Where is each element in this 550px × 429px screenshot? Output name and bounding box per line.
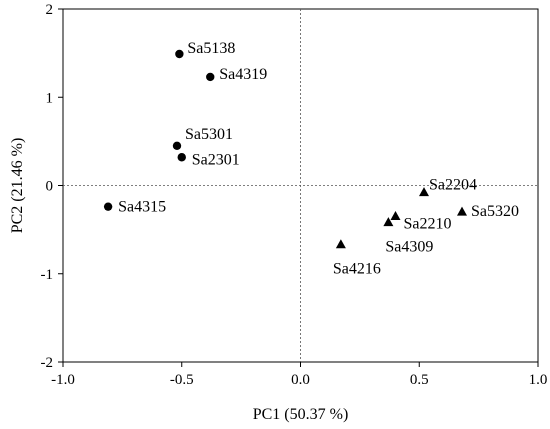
x-tick-label: 0.0 — [291, 372, 310, 388]
point-label: Sa5301 — [185, 126, 233, 143]
data-point-triangle — [390, 210, 401, 220]
y-axis-title: PC2 (21.46 %) — [9, 138, 26, 234]
data-point-circle — [103, 202, 113, 211]
point-label: Sa4319 — [219, 66, 267, 83]
x-tick-label: -1.0 — [51, 372, 75, 388]
data-point-circle — [175, 49, 184, 59]
point-label: Sa4315 — [118, 199, 166, 216]
point-label: Sa5138 — [187, 40, 235, 57]
point-label: Sa4216 — [333, 261, 381, 278]
data-point-triangle — [457, 206, 467, 216]
x-axis-title: PC1 (50.37 %) — [253, 406, 349, 423]
x-tick-label: 1.0 — [529, 372, 548, 388]
y-tick-label: -1 — [41, 267, 54, 283]
data-point-triangle — [419, 187, 429, 197]
x-tick-label: 0.5 — [410, 372, 429, 388]
data-point-circle — [206, 72, 215, 82]
y-tick-label: 1 — [46, 90, 54, 106]
point-label: Sa2210 — [404, 215, 452, 232]
point-label: Sa4309 — [385, 239, 433, 256]
point-label: Sa2301 — [192, 151, 240, 168]
data-point-circle — [172, 141, 182, 150]
plot-area: -1.0 -0.5 0.0 0.5 1.0 -2 -1 0 1 2 Sa5138 Sa4319 Sa53… — [41, 2, 548, 388]
data-point-circle — [177, 153, 186, 162]
point-label: Sa2204 — [429, 177, 477, 194]
data-point-triangle — [335, 239, 346, 249]
y-tick-label: 0 — [46, 179, 54, 195]
point-label: Sa5320 — [471, 203, 519, 220]
y-tick-label: 2 — [46, 2, 54, 18]
x-tick-label: -0.5 — [170, 372, 194, 388]
y-tick-label: -2 — [41, 355, 54, 371]
data-point-triangle — [383, 217, 394, 227]
